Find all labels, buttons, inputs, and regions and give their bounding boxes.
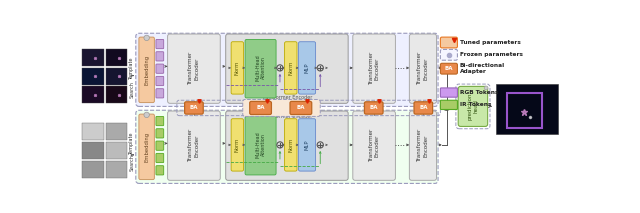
FancyBboxPatch shape (168, 111, 220, 180)
FancyBboxPatch shape (414, 102, 433, 114)
FancyBboxPatch shape (156, 129, 164, 138)
Text: BA: BA (296, 105, 305, 111)
FancyBboxPatch shape (226, 34, 348, 103)
FancyBboxPatch shape (440, 100, 458, 109)
Text: Norm: Norm (235, 61, 240, 75)
Text: Transformer
Encoder: Transformer Encoder (189, 52, 199, 85)
FancyBboxPatch shape (353, 34, 396, 103)
Text: IR Tokens: IR Tokens (460, 102, 492, 107)
Bar (83, 49, 104, 66)
Text: MLP: MLP (305, 63, 310, 73)
Text: Transformer
Encoder: Transformer Encoder (417, 52, 428, 85)
Text: RGB Tokens: RGB Tokens (460, 90, 499, 95)
FancyBboxPatch shape (364, 102, 383, 114)
FancyBboxPatch shape (440, 37, 458, 48)
Text: Transformer
Encoder: Transformer Encoder (189, 129, 199, 162)
Bar (507, 93, 542, 128)
FancyBboxPatch shape (353, 111, 396, 180)
Text: Search: Search (129, 154, 134, 171)
Bar (106, 86, 127, 103)
FancyBboxPatch shape (440, 63, 458, 74)
FancyBboxPatch shape (136, 33, 438, 106)
FancyBboxPatch shape (156, 117, 164, 126)
Text: Norm: Norm (235, 138, 240, 152)
Text: BA: BA (419, 105, 428, 111)
FancyBboxPatch shape (156, 153, 164, 163)
FancyBboxPatch shape (156, 76, 164, 86)
FancyBboxPatch shape (231, 119, 244, 171)
Text: Search: Search (129, 81, 134, 98)
FancyBboxPatch shape (156, 52, 164, 61)
FancyBboxPatch shape (410, 111, 436, 180)
Text: Norm: Norm (288, 61, 293, 75)
Circle shape (144, 35, 149, 40)
FancyBboxPatch shape (285, 119, 297, 171)
FancyBboxPatch shape (290, 101, 312, 115)
FancyBboxPatch shape (139, 114, 154, 180)
FancyBboxPatch shape (440, 88, 458, 97)
FancyBboxPatch shape (245, 39, 276, 98)
FancyBboxPatch shape (156, 166, 164, 175)
Bar (83, 86, 104, 103)
Bar (106, 122, 127, 140)
FancyBboxPatch shape (250, 101, 271, 115)
Text: Norm: Norm (288, 138, 293, 152)
FancyBboxPatch shape (231, 42, 244, 94)
Text: Tuned parameters: Tuned parameters (460, 40, 520, 45)
FancyBboxPatch shape (136, 110, 438, 183)
FancyBboxPatch shape (243, 99, 320, 117)
FancyBboxPatch shape (184, 102, 204, 114)
Text: Multi-Head
Attention: Multi-Head Attention (255, 132, 266, 158)
FancyBboxPatch shape (298, 42, 316, 94)
FancyBboxPatch shape (156, 64, 164, 73)
Text: Frozen parameters: Frozen parameters (460, 52, 523, 57)
FancyBboxPatch shape (245, 117, 276, 175)
Text: MLP: MLP (305, 140, 310, 150)
FancyBboxPatch shape (156, 39, 164, 49)
FancyBboxPatch shape (139, 37, 154, 103)
Text: Bi-directional
Adapter: Bi-directional Adapter (460, 63, 505, 74)
Text: Multi-Head
Attention: Multi-Head Attention (255, 55, 266, 81)
Text: BA: BA (445, 66, 453, 71)
Bar (496, 84, 558, 134)
FancyBboxPatch shape (156, 89, 164, 98)
Text: Transformer
Encoder: Transformer Encoder (369, 129, 380, 162)
Bar (83, 68, 104, 85)
Bar (106, 68, 127, 85)
FancyBboxPatch shape (156, 141, 164, 150)
FancyBboxPatch shape (410, 34, 436, 103)
Text: BA: BA (369, 105, 378, 111)
FancyBboxPatch shape (458, 86, 488, 127)
Text: prediction
head: prediction head (468, 93, 478, 120)
Text: Template: Template (129, 58, 134, 80)
FancyBboxPatch shape (285, 42, 297, 94)
Text: Embedding: Embedding (144, 132, 149, 162)
Text: BA: BA (257, 105, 265, 111)
Text: Transformer Encoder: Transformer Encoder (261, 114, 312, 119)
FancyBboxPatch shape (168, 34, 220, 103)
Bar (83, 142, 104, 159)
Text: Embedding: Embedding (144, 55, 149, 85)
FancyBboxPatch shape (226, 111, 348, 180)
Circle shape (484, 86, 488, 90)
Circle shape (144, 112, 149, 118)
Bar (106, 49, 127, 66)
FancyBboxPatch shape (298, 119, 316, 171)
FancyBboxPatch shape (440, 49, 458, 60)
Bar (106, 142, 127, 159)
Bar (83, 122, 104, 140)
Text: Transformer
Encoder: Transformer Encoder (369, 52, 380, 85)
Bar (83, 161, 104, 178)
Text: BA: BA (189, 105, 198, 111)
Text: Transformer
Encoder: Transformer Encoder (417, 129, 428, 162)
Text: Transformer Encoder: Transformer Encoder (261, 95, 312, 100)
Bar (106, 161, 127, 178)
Text: Template: Template (129, 132, 134, 155)
